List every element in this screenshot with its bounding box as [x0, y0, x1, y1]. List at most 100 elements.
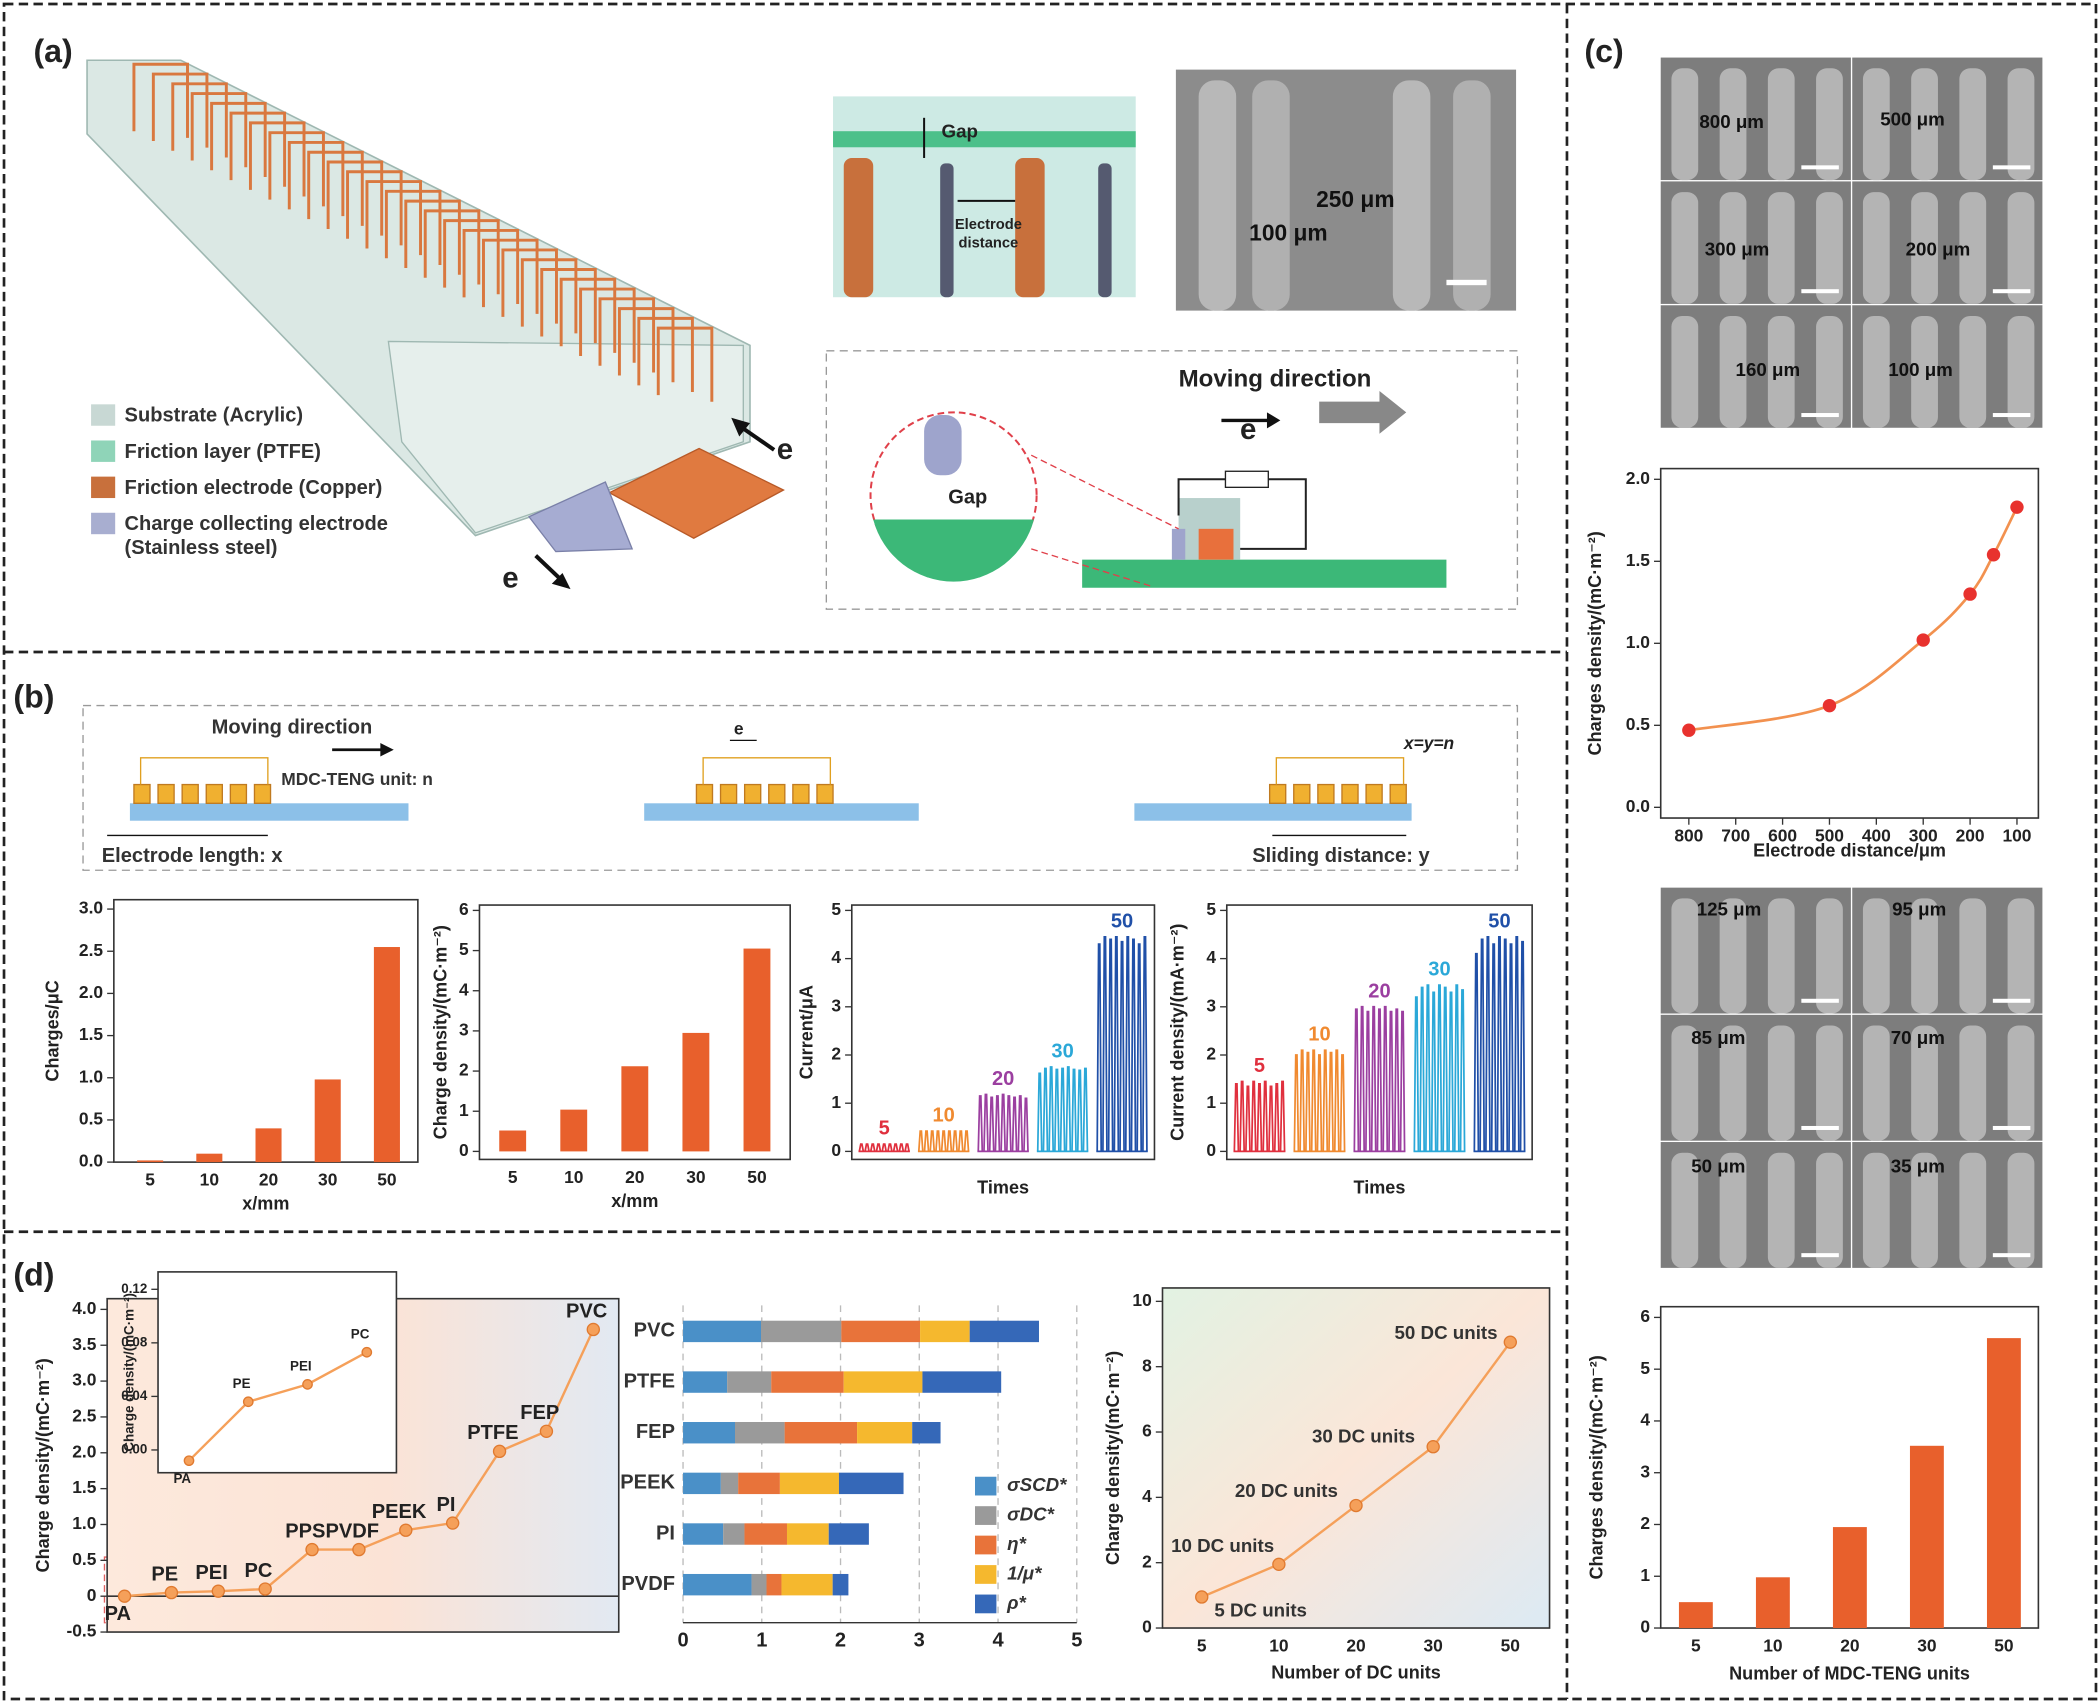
sem-pillar [1816, 315, 1843, 428]
current-spike [977, 1095, 984, 1152]
current-spike [1042, 1067, 1049, 1152]
sem-pillar [1719, 1025, 1747, 1141]
legend-label: σSCD* [1007, 1474, 1068, 1495]
sem-pillar [1862, 192, 1890, 304]
current-spike [1339, 1054, 1346, 1152]
mechanism-label: Gap [948, 486, 987, 508]
legend-label: (Stainless steel) [125, 537, 278, 559]
y-tick-label: 5 [1640, 1358, 1650, 1378]
current-spike [1473, 952, 1480, 1152]
y-axis-title: Current/μA [796, 985, 816, 1079]
y-tick-label: 2.5 [72, 1406, 97, 1426]
data-point [1195, 1590, 1209, 1604]
sem-pillar [2007, 192, 2035, 304]
mdc-unit [743, 783, 762, 804]
current-spike [858, 1143, 865, 1152]
bar-segment [779, 1472, 839, 1495]
sem-pillar [1767, 1025, 1795, 1141]
sem-label: 125 μm [1697, 898, 1762, 919]
current-spike [1359, 1005, 1366, 1152]
bar-segment [784, 1422, 858, 1444]
current-spike [1310, 1049, 1317, 1152]
sem-pillar [1767, 1152, 1795, 1268]
current-spike [988, 1096, 995, 1152]
y-axis-title: Charge density/(mC·m⁻²) [1103, 1351, 1123, 1565]
y-tick-label: 0.00 [121, 1441, 147, 1456]
y-axis-title: Charge density/(mC·m⁻²) [33, 1358, 53, 1572]
sem-pillar [1816, 898, 1843, 1014]
current-spike [1299, 1049, 1306, 1152]
mdc-unit [133, 783, 151, 804]
current-spike [881, 1143, 888, 1152]
current-spike [1124, 936, 1131, 1152]
series-label: 10 [1308, 1024, 1330, 1046]
y-tick-label: 0.5 [72, 1549, 97, 1569]
current-spike [1000, 1093, 1006, 1152]
electrode-ring [443, 219, 500, 295]
sem-pillar [1959, 192, 1987, 304]
legend-swatch [91, 404, 116, 426]
x-tick-label: 5 [145, 1169, 155, 1189]
plot-frame [157, 1271, 398, 1474]
plot-frame [1659, 467, 2040, 819]
bar-segment [920, 1320, 970, 1343]
bar [255, 1128, 282, 1163]
x-tick-label: 500 [1815, 825, 1844, 845]
electrode-ring [151, 72, 209, 148]
data-point [399, 1523, 413, 1537]
current-spike [983, 1093, 989, 1152]
sem-pillar [1862, 1152, 1890, 1268]
current-spike [1436, 984, 1443, 1152]
sem-pillar [1862, 315, 1890, 428]
data-point [361, 1346, 373, 1358]
panel-label: (c) [1584, 33, 1623, 69]
bar [621, 1066, 649, 1152]
bar [499, 1130, 527, 1152]
current-spike [1065, 1066, 1072, 1152]
data-line [188, 1351, 368, 1462]
current-spike [994, 1095, 1001, 1152]
current-spike [1005, 1095, 1012, 1152]
current-spike [935, 1130, 941, 1152]
x-tick-label: 30 [318, 1169, 337, 1189]
y-tick-label: 0 [1142, 1617, 1152, 1637]
legend-swatch [975, 1565, 997, 1584]
plot-frame [1225, 904, 1533, 1161]
mechanism-label: Moving direction [1179, 366, 1372, 393]
series-label: 50 [1488, 910, 1510, 932]
x-tick-label: 50 [377, 1169, 396, 1189]
scale-bar [1992, 1253, 2031, 1258]
y-tick-label: 6 [459, 899, 469, 919]
x-tick-label: 0 [677, 1630, 688, 1652]
bar [560, 1109, 588, 1152]
sem-pillar [1719, 898, 1747, 1014]
sem-pillar [1959, 1152, 1987, 1268]
point-label: PA [174, 1471, 192, 1486]
sem-label: 70 μm [1891, 1027, 1945, 1048]
x-tick-label: 50 [747, 1167, 766, 1187]
legend-swatch [975, 1476, 997, 1496]
current-spike [1382, 1005, 1389, 1152]
y-axis-title: Charges/μC [42, 980, 62, 1081]
current-spike [898, 1143, 905, 1152]
panel-label: (d) [13, 1257, 54, 1293]
sem-label: 100 μm [1888, 359, 1953, 380]
current-spike [940, 1130, 947, 1152]
data-point [1426, 1440, 1440, 1454]
y-tick-label: 2.0 [1626, 468, 1650, 488]
current-spike [1328, 1051, 1334, 1152]
plot-frame [1161, 1287, 1551, 1629]
current-spike [1245, 1085, 1251, 1152]
bar-segment [683, 1371, 728, 1393]
current-spike [1011, 1096, 1018, 1152]
data-point [302, 1379, 313, 1390]
data-point [1822, 698, 1837, 713]
y-tick-label: 1.5 [1626, 550, 1651, 570]
x-tick-label: 200 [1956, 825, 1985, 845]
y-tick-label: 6 [1142, 1421, 1152, 1441]
point-label: PVDF [325, 1520, 379, 1542]
x-tick-label: 300 [1909, 825, 1938, 845]
bar-segment [781, 1573, 833, 1596]
